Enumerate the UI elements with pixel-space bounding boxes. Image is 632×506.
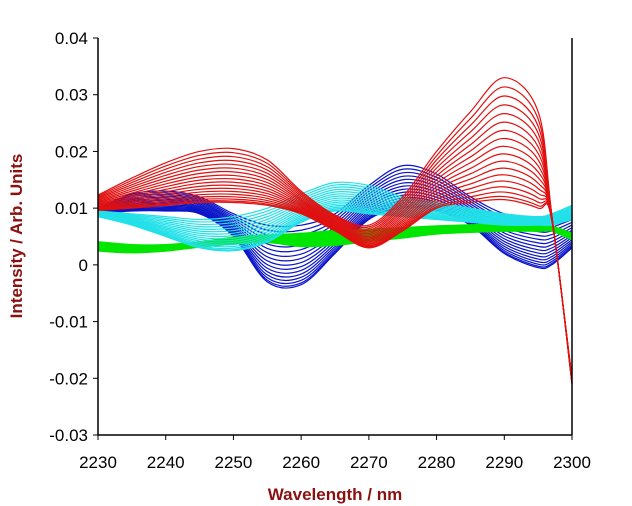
x-axis-label: Wavelength / nm xyxy=(268,485,402,504)
red-spectrum-line xyxy=(98,129,572,381)
y-tick-label: -0.03 xyxy=(49,426,88,445)
red-spectrum-line xyxy=(98,186,572,384)
y-tick-label: -0.02 xyxy=(49,369,88,388)
cyan-spectrum-line xyxy=(98,199,572,240)
y-tick-label: -0.01 xyxy=(49,313,88,332)
red-spectrum-line xyxy=(98,104,572,380)
cyan-spectrum-line xyxy=(98,188,572,228)
cyan-spectrum-line xyxy=(98,186,572,226)
cyan-spectrum-line xyxy=(98,181,572,221)
x-tick-label: 2250 xyxy=(215,453,253,472)
y-axis-label: Intensity / Arb. Units xyxy=(7,154,26,319)
red-spectrum-line xyxy=(98,137,572,382)
x-tick-label: 2240 xyxy=(147,453,185,472)
red-spectrum-line xyxy=(98,86,572,379)
red-spectrum-line xyxy=(98,145,572,382)
y-tick-labels: -0.03 -0.02 -0.01 0 0.01 0.02 0.03 0.04 xyxy=(49,29,88,445)
y-tick-label: 0.02 xyxy=(55,142,88,161)
y-tick-label: 0 xyxy=(79,256,88,275)
red-spectrum-line xyxy=(98,195,572,384)
cyan-spectrum-line xyxy=(98,183,572,223)
red-spectrum-line xyxy=(98,77,572,379)
curves-layer xyxy=(98,77,572,385)
cyan-spectrum-line xyxy=(98,197,572,238)
red-spectrum-line xyxy=(98,153,572,382)
y-tick-label: 0.01 xyxy=(55,199,88,218)
red-spectrum-line xyxy=(98,180,572,384)
cyan-spectrum-line xyxy=(98,201,572,242)
x-tick-labels: 2230 2240 2250 2260 2270 2280 2290 2300 xyxy=(79,453,591,472)
cyan-spectrum-line xyxy=(98,193,572,233)
blue-spectrum-line xyxy=(98,185,572,258)
y-tick-label: 0.04 xyxy=(55,29,88,48)
axes xyxy=(93,37,573,440)
red-spectrum-line xyxy=(98,113,572,381)
red-spectrum-line xyxy=(98,121,572,381)
x-tick-label: 2260 xyxy=(282,453,320,472)
x-tick-label: 2280 xyxy=(418,453,456,472)
red-spectrum-line xyxy=(98,95,572,380)
cyan-spectrum-line xyxy=(98,191,572,230)
cyan-spectrum-line xyxy=(98,195,572,235)
red-spectrum-line xyxy=(98,174,572,383)
x-tick-label: 2270 xyxy=(350,453,388,472)
red-spectrum-line xyxy=(98,167,572,383)
red-spectrum-line xyxy=(98,191,572,384)
y-tick-label: 0.03 xyxy=(55,86,88,105)
x-tick-label: 2290 xyxy=(485,453,523,472)
x-tick-label: 2230 xyxy=(79,453,117,472)
x-tick-label: 2300 xyxy=(553,453,591,472)
red-spectrum-line xyxy=(98,160,572,383)
cyan-spectrum-line xyxy=(98,203,572,244)
